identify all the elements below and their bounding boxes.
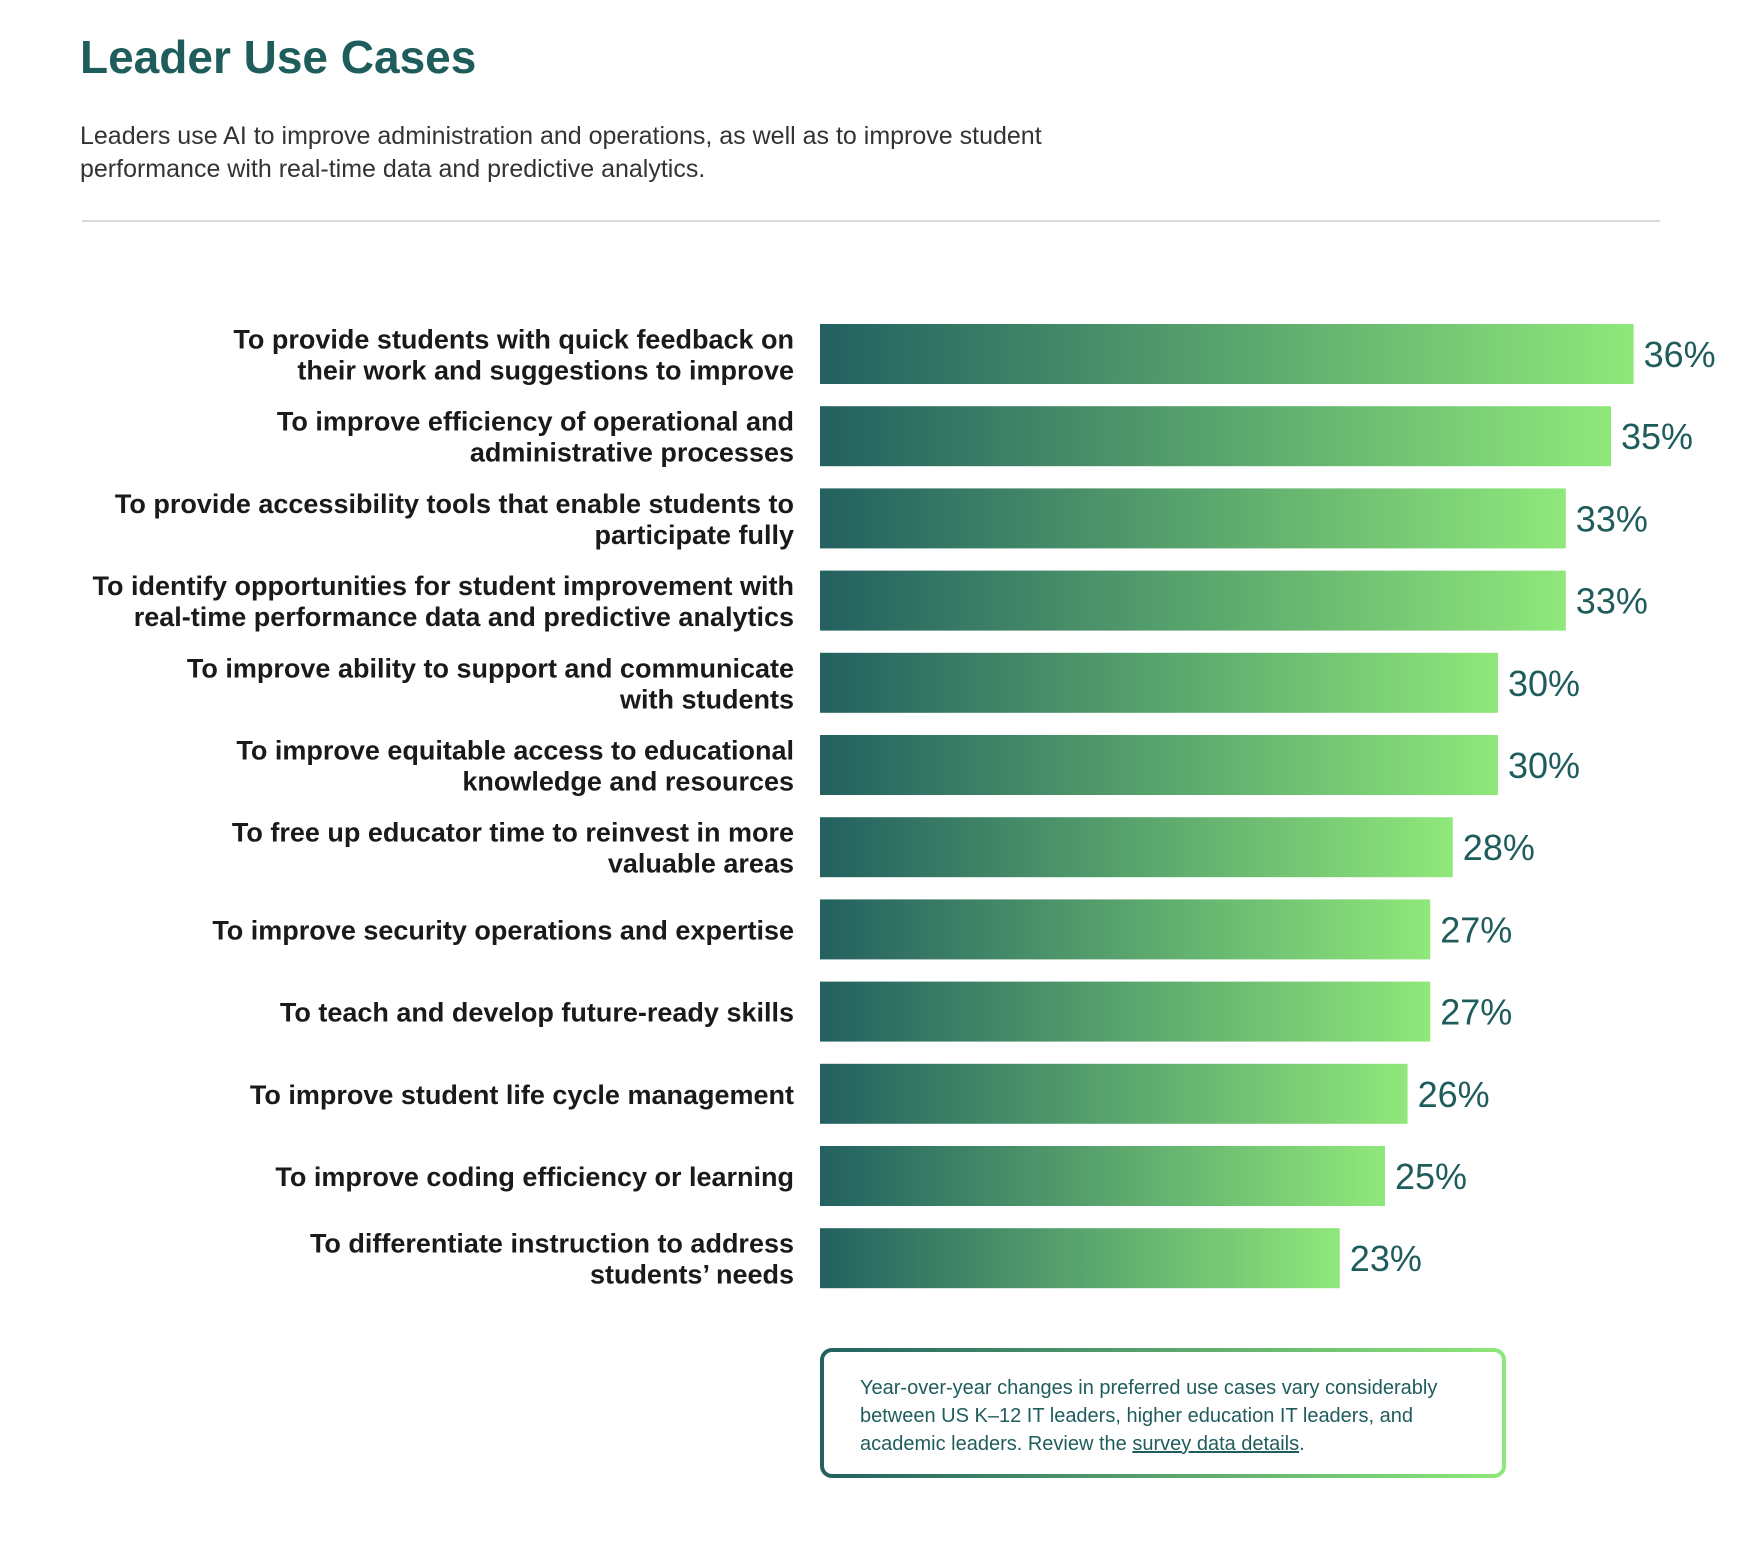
category-label-line: administrative processes	[470, 438, 794, 468]
bar	[820, 981, 1431, 1042]
category-label-line: To provide accessibility tools that enab…	[115, 489, 794, 519]
category-label-line: To improve coding efficiency or learning	[275, 1162, 794, 1192]
category-label: To improve coding efficiency or learning	[275, 1162, 794, 1192]
category-label-line: real-time performance data and predictiv…	[134, 602, 794, 632]
category-label-line: To improve ability to support and commun…	[187, 653, 794, 683]
bar	[820, 1146, 1385, 1206]
category-label: To teach and develop future-ready skills	[280, 998, 794, 1028]
category-label: To improve efficiency of operational and…	[277, 407, 794, 468]
category-label-line: with students	[619, 684, 794, 714]
value-label: 25%	[1395, 1156, 1467, 1197]
value-label: 36%	[1644, 334, 1716, 375]
divider	[82, 220, 1660, 222]
category-label: To improve equitable access to education…	[236, 736, 794, 797]
page-subtitle: Leaders use AI to improve administration…	[80, 122, 1042, 183]
bar	[820, 406, 1611, 467]
value-label: 33%	[1576, 498, 1648, 539]
category-label-line: To improve security operations and exper…	[212, 915, 794, 945]
value-label: 35%	[1621, 416, 1693, 457]
value-label: 33%	[1576, 581, 1648, 622]
bar	[820, 488, 1566, 549]
category-label-line: To improve equitable access to education…	[236, 736, 794, 766]
value-label: 27%	[1440, 992, 1512, 1033]
bar	[820, 652, 1498, 713]
category-label-line: To improve efficiency of operational and	[277, 407, 794, 437]
category-label-line: To identify opportunities for student im…	[93, 571, 795, 601]
bar	[820, 1063, 1408, 1124]
bar	[820, 570, 1566, 631]
category-label-line: students’ needs	[590, 1260, 794, 1290]
note-body: Year-over-year changes in preferred use …	[860, 1377, 1438, 1455]
value-label: 27%	[1440, 909, 1512, 950]
category-label: To improve student life cycle management	[250, 1080, 794, 1110]
category-label-line: To provide students with quick feedback …	[233, 325, 794, 355]
value-label: 28%	[1463, 827, 1535, 868]
category-label: To free up educator time to reinvest in …	[232, 818, 794, 879]
category-label-line: participate fully	[594, 520, 794, 550]
category-label-line: their work and suggestions to improve	[297, 356, 794, 386]
category-label-line: To differentiate instruction to address	[310, 1229, 794, 1259]
category-label: To identify opportunities for student im…	[93, 571, 795, 632]
note-suffix: .	[1299, 1433, 1305, 1455]
value-label: 30%	[1508, 663, 1580, 704]
bar	[820, 1228, 1340, 1289]
category-label: To improve security operations and exper…	[212, 915, 794, 945]
category-label: To improve ability to support and commun…	[187, 653, 794, 714]
value-label: 26%	[1418, 1074, 1490, 1115]
note-box: Year-over-year changes in preferred use …	[820, 1348, 1506, 1478]
bars-layer: 36% To provide students with quick feedba…	[93, 324, 1716, 1290]
category-label-line: To teach and develop future-ready skills	[280, 998, 794, 1028]
category-label-line: knowledge and resources	[462, 767, 794, 797]
category-label-line: To improve student life cycle management	[250, 1080, 794, 1110]
category-label: To provide students with quick feedback …	[233, 325, 794, 386]
category-label-line: To free up educator time to reinvest in …	[232, 818, 794, 848]
bar	[820, 324, 1634, 384]
value-label: 30%	[1508, 745, 1580, 786]
page-title: Leader Use Cases	[80, 31, 477, 83]
category-label-line: valuable areas	[608, 849, 794, 879]
bar	[820, 899, 1431, 960]
bar	[820, 735, 1498, 795]
category-label: To provide accessibility tools that enab…	[115, 489, 794, 550]
value-label: 23%	[1350, 1238, 1422, 1279]
note-text: Year-over-year changes in preferred use …	[860, 1374, 1466, 1458]
survey-data-details-link[interactable]: survey data details	[1132, 1433, 1300, 1455]
bar	[820, 817, 1453, 878]
category-label: To differentiate instruction to address s…	[310, 1229, 794, 1290]
